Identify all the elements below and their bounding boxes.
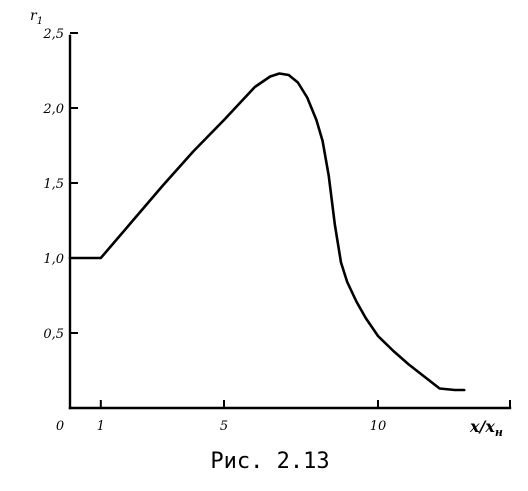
x-tick-label: 10 [370,419,387,434]
y-axis-label-main: r [30,8,38,24]
y-tick-label: 1,0 [43,252,64,267]
y-tick-label: 2,0 [42,102,64,117]
x-tick-label: 0 [56,419,64,434]
y-axis-label-sub: 1 [37,16,43,27]
y-tick-label: 1,5 [43,177,64,192]
x-tick-label: 5 [220,419,228,434]
x-tick-label: 1 [97,419,105,434]
x-axis-label-main: x/x [469,417,495,436]
series-line [68,72,466,392]
y-tick-label: 2,5 [42,27,64,42]
y-axis-label: r1 [30,8,43,27]
figure-caption: Рис. 2.13 [210,449,329,474]
y-tick-label: 0,5 [43,327,64,342]
x-axis-label: x/xн [469,417,503,439]
x-axis-label-sub: н [495,426,503,439]
